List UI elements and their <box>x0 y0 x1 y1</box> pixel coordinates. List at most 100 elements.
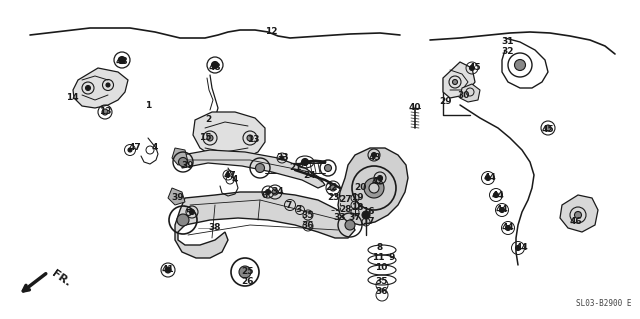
Text: 3: 3 <box>295 205 301 214</box>
Text: 2: 2 <box>205 115 211 124</box>
Text: 29: 29 <box>440 98 452 107</box>
Text: 4: 4 <box>232 175 238 184</box>
Text: 36: 36 <box>376 287 388 296</box>
Text: 44: 44 <box>492 190 504 199</box>
Text: 13: 13 <box>99 108 111 116</box>
Text: 17: 17 <box>362 218 374 226</box>
Text: 27: 27 <box>340 196 352 204</box>
Circle shape <box>272 189 278 195</box>
Text: 44: 44 <box>502 224 515 233</box>
Circle shape <box>515 246 520 250</box>
Text: 8: 8 <box>377 243 383 253</box>
Text: 41: 41 <box>162 265 174 275</box>
Text: 16: 16 <box>362 207 374 217</box>
Text: 36: 36 <box>301 220 314 229</box>
Circle shape <box>371 152 376 158</box>
Text: 33: 33 <box>333 213 346 222</box>
Circle shape <box>369 183 379 193</box>
Text: 43: 43 <box>369 153 381 162</box>
Text: 9: 9 <box>389 254 395 263</box>
Circle shape <box>324 165 332 172</box>
Text: 39: 39 <box>182 160 195 169</box>
Text: 34: 34 <box>272 188 284 197</box>
Circle shape <box>118 56 125 63</box>
Polygon shape <box>560 195 598 232</box>
Text: SL03-B2900 E: SL03-B2900 E <box>577 299 632 308</box>
Text: 35: 35 <box>376 278 388 286</box>
Polygon shape <box>443 62 475 98</box>
Text: 13: 13 <box>247 136 259 145</box>
Circle shape <box>211 62 218 69</box>
Polygon shape <box>460 84 480 102</box>
Polygon shape <box>338 148 408 225</box>
Circle shape <box>177 214 189 226</box>
Circle shape <box>364 178 384 198</box>
Circle shape <box>266 189 271 195</box>
Text: 47: 47 <box>129 144 141 152</box>
Circle shape <box>226 173 230 177</box>
Circle shape <box>301 159 308 166</box>
Text: 45: 45 <box>541 125 554 135</box>
Circle shape <box>207 135 213 141</box>
Text: 15: 15 <box>199 133 211 143</box>
Text: 28: 28 <box>340 205 352 214</box>
Circle shape <box>330 185 336 191</box>
Text: 12: 12 <box>265 27 277 36</box>
Text: 7: 7 <box>286 201 292 210</box>
Circle shape <box>239 266 251 278</box>
Text: 20: 20 <box>354 183 366 192</box>
Text: 14: 14 <box>66 93 78 102</box>
Text: 47: 47 <box>223 170 236 180</box>
Circle shape <box>255 164 264 173</box>
Text: 33: 33 <box>276 153 289 162</box>
Text: 21: 21 <box>290 164 302 173</box>
Circle shape <box>102 109 108 115</box>
Text: 10: 10 <box>375 263 387 272</box>
Polygon shape <box>73 68 128 108</box>
Text: 40: 40 <box>409 103 421 113</box>
Text: 4: 4 <box>152 144 158 152</box>
Circle shape <box>486 175 490 181</box>
Text: 42: 42 <box>372 177 384 187</box>
Circle shape <box>106 83 110 87</box>
Text: 37: 37 <box>349 213 362 222</box>
Text: 25: 25 <box>242 268 254 277</box>
Circle shape <box>575 211 582 219</box>
Circle shape <box>362 211 370 219</box>
Polygon shape <box>168 188 185 205</box>
Text: 23: 23 <box>327 194 339 203</box>
Circle shape <box>378 175 383 181</box>
Circle shape <box>493 192 499 197</box>
Circle shape <box>179 158 188 167</box>
Text: 32: 32 <box>502 48 515 56</box>
Polygon shape <box>182 150 325 188</box>
Circle shape <box>247 135 253 141</box>
Circle shape <box>545 125 551 131</box>
Polygon shape <box>193 112 265 160</box>
Text: 44: 44 <box>495 205 508 214</box>
Circle shape <box>452 79 458 85</box>
Text: 5: 5 <box>185 210 191 219</box>
Circle shape <box>128 148 132 152</box>
Circle shape <box>165 267 171 273</box>
Text: 18: 18 <box>351 204 364 212</box>
Text: 48: 48 <box>209 63 221 72</box>
Text: 48: 48 <box>116 57 128 66</box>
Text: 44: 44 <box>484 174 497 182</box>
Circle shape <box>345 220 355 230</box>
Text: 6: 6 <box>262 190 268 199</box>
Text: 38: 38 <box>209 224 221 233</box>
Text: 30: 30 <box>458 91 470 100</box>
Circle shape <box>499 207 504 212</box>
Text: 19: 19 <box>351 194 364 203</box>
Text: 1: 1 <box>145 100 151 109</box>
Circle shape <box>86 85 90 91</box>
Polygon shape <box>175 192 355 258</box>
Text: 35: 35 <box>301 211 314 219</box>
Text: 31: 31 <box>502 38 515 47</box>
Text: 45: 45 <box>468 63 481 72</box>
Text: 46: 46 <box>570 218 582 226</box>
Text: 39: 39 <box>172 194 184 203</box>
Text: 44: 44 <box>516 243 529 253</box>
Text: 24: 24 <box>304 170 316 180</box>
